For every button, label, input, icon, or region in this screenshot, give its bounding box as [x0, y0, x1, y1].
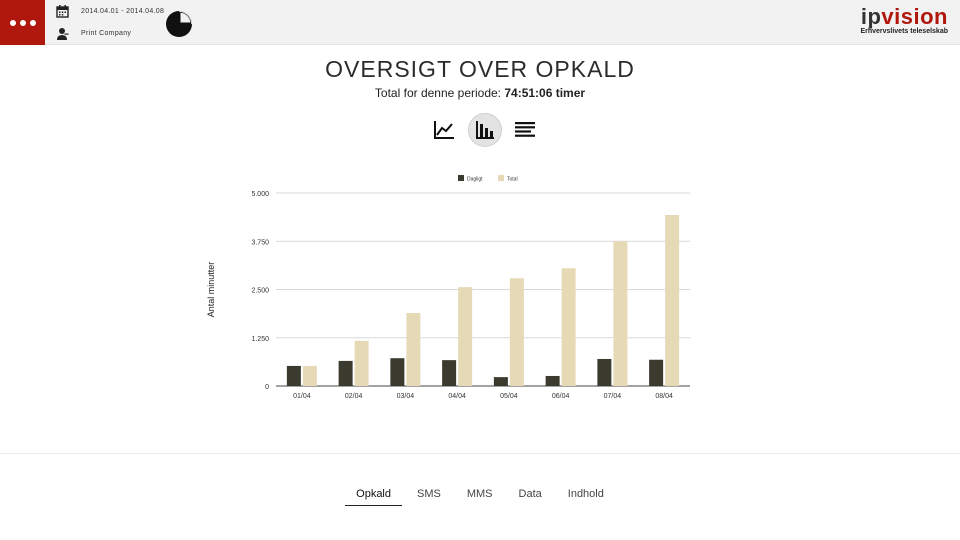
bar-total: [354, 340, 369, 386]
user-icon: [57, 28, 69, 40]
category-tabs: Opkald SMS MMS Data Indhold: [0, 488, 960, 506]
date-range: 2014.04.01 - 2014.04.08: [81, 8, 165, 15]
legend-label: Total: [507, 177, 518, 183]
company-row[interactable]: Print Company: [56, 27, 131, 40]
x-tick-label: 06/04: [552, 393, 570, 400]
y-tick-label: 2.500: [251, 288, 269, 295]
calls-bar-chart: 0 1.250 2.500 3.750 5.000 Antal minutter 01/04…: [206, 175, 690, 400]
more-dots-icon: [19, 19, 26, 26]
period-total: Total for denne periode: 74:51:06 timer: [0, 86, 960, 100]
more-dots-icon: [29, 19, 36, 26]
list-view-button[interactable]: [508, 113, 542, 147]
tab-opkald[interactable]: Opkald: [343, 488, 404, 506]
pie-chart-icon[interactable]: [164, 9, 194, 39]
bar-total: [613, 241, 628, 386]
bar-chart-view-button[interactable]: [468, 113, 502, 147]
date-range-row[interactable]: 2014.04.01 - 2014.04.08: [56, 5, 164, 18]
company-name: Print Company: [81, 30, 132, 37]
bar-total: [665, 215, 680, 386]
more-dots-icon: [9, 19, 16, 26]
x-tick-label: 05/04: [500, 393, 518, 400]
x-tick-label: 03/04: [397, 393, 415, 400]
bar-chart-icon: [476, 121, 494, 139]
period-total-label: Total for denne periode:: [374, 86, 505, 100]
legend-swatch: [458, 175, 464, 181]
bar-total: [458, 287, 473, 386]
bar-dagligt: [390, 358, 405, 386]
page-title: OVERSIGT OVER OPKALD: [325, 56, 635, 82]
ipvision-logo: ipvision Erhvervslivets teleselskab: [860, 6, 948, 36]
bar-dagligt: [286, 365, 301, 386]
tab-data[interactable]: Data: [518, 488, 542, 500]
calendar-icon: [56, 5, 69, 18]
x-tick-label: 01/04: [293, 393, 311, 400]
bar-total: [406, 313, 421, 386]
top-bar: 2014.04.01 - 2014.04.08 Print Company ip…: [0, 0, 960, 45]
bar-total: [302, 365, 317, 386]
bar-dagligt: [649, 359, 664, 386]
legend-swatch: [498, 175, 504, 181]
legend-label: Dagligt: [467, 177, 483, 183]
tab-mms[interactable]: MMS: [466, 488, 493, 500]
x-tick-label: 07/04: [604, 393, 622, 400]
y-axis-label: Antal minutter: [206, 262, 216, 318]
y-tick-label: 3.750: [251, 239, 269, 246]
bar-dagligt: [338, 360, 353, 386]
logo-tagline: Erhvervslivets teleselskab: [860, 28, 948, 35]
divider: [0, 453, 960, 454]
x-tick-label: 02/04: [345, 393, 363, 400]
bar-total: [509, 278, 524, 386]
line-chart-view-button[interactable]: [427, 113, 461, 147]
line-chart-icon: [434, 121, 454, 139]
bar-dagligt: [597, 358, 612, 386]
logo-brand: ipvision: [860, 6, 948, 28]
bar-dagligt: [442, 360, 457, 386]
chart-view-switcher: [430, 113, 550, 147]
x-tick-label: 08/04: [655, 393, 673, 400]
tab-sms[interactable]: SMS: [417, 488, 441, 500]
bar-dagligt: [493, 377, 508, 386]
x-tick-label: 04/04: [448, 393, 466, 400]
period-total-value: 74:51:06 timer: [504, 86, 586, 100]
list-icon: [515, 122, 535, 137]
bar-dagligt: [545, 375, 560, 386]
tab-indhold[interactable]: Indhold: [567, 488, 604, 500]
bar-total: [561, 268, 576, 386]
logo-prefix: ip: [860, 4, 882, 29]
y-tick-label: 0: [265, 384, 269, 391]
y-tick-label: 1.250: [251, 336, 269, 343]
menu-button[interactable]: [0, 0, 45, 45]
y-tick-label: 5.000: [251, 191, 269, 198]
logo-rest: vision: [881, 4, 948, 29]
